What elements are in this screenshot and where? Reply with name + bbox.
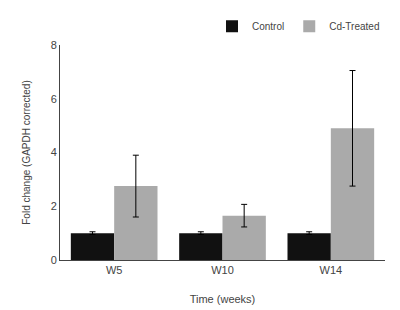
svg-text:6: 6 [51, 93, 57, 105]
svg-text:Time (weeks): Time (weeks) [190, 293, 256, 305]
svg-text:8: 8 [51, 39, 57, 51]
svg-text:W5: W5 [106, 264, 123, 276]
svg-text:0: 0 [51, 254, 57, 266]
svg-text:W10: W10 [211, 264, 234, 276]
svg-text:Control: Control [252, 21, 284, 32]
svg-text:Fold change (GAPDH corrected): Fold change (GAPDH corrected) [21, 80, 32, 225]
svg-text:4: 4 [51, 146, 57, 158]
svg-text:2: 2 [51, 200, 57, 212]
svg-text:Cd-Treated: Cd-Treated [329, 21, 379, 32]
svg-text:W14: W14 [320, 264, 343, 276]
